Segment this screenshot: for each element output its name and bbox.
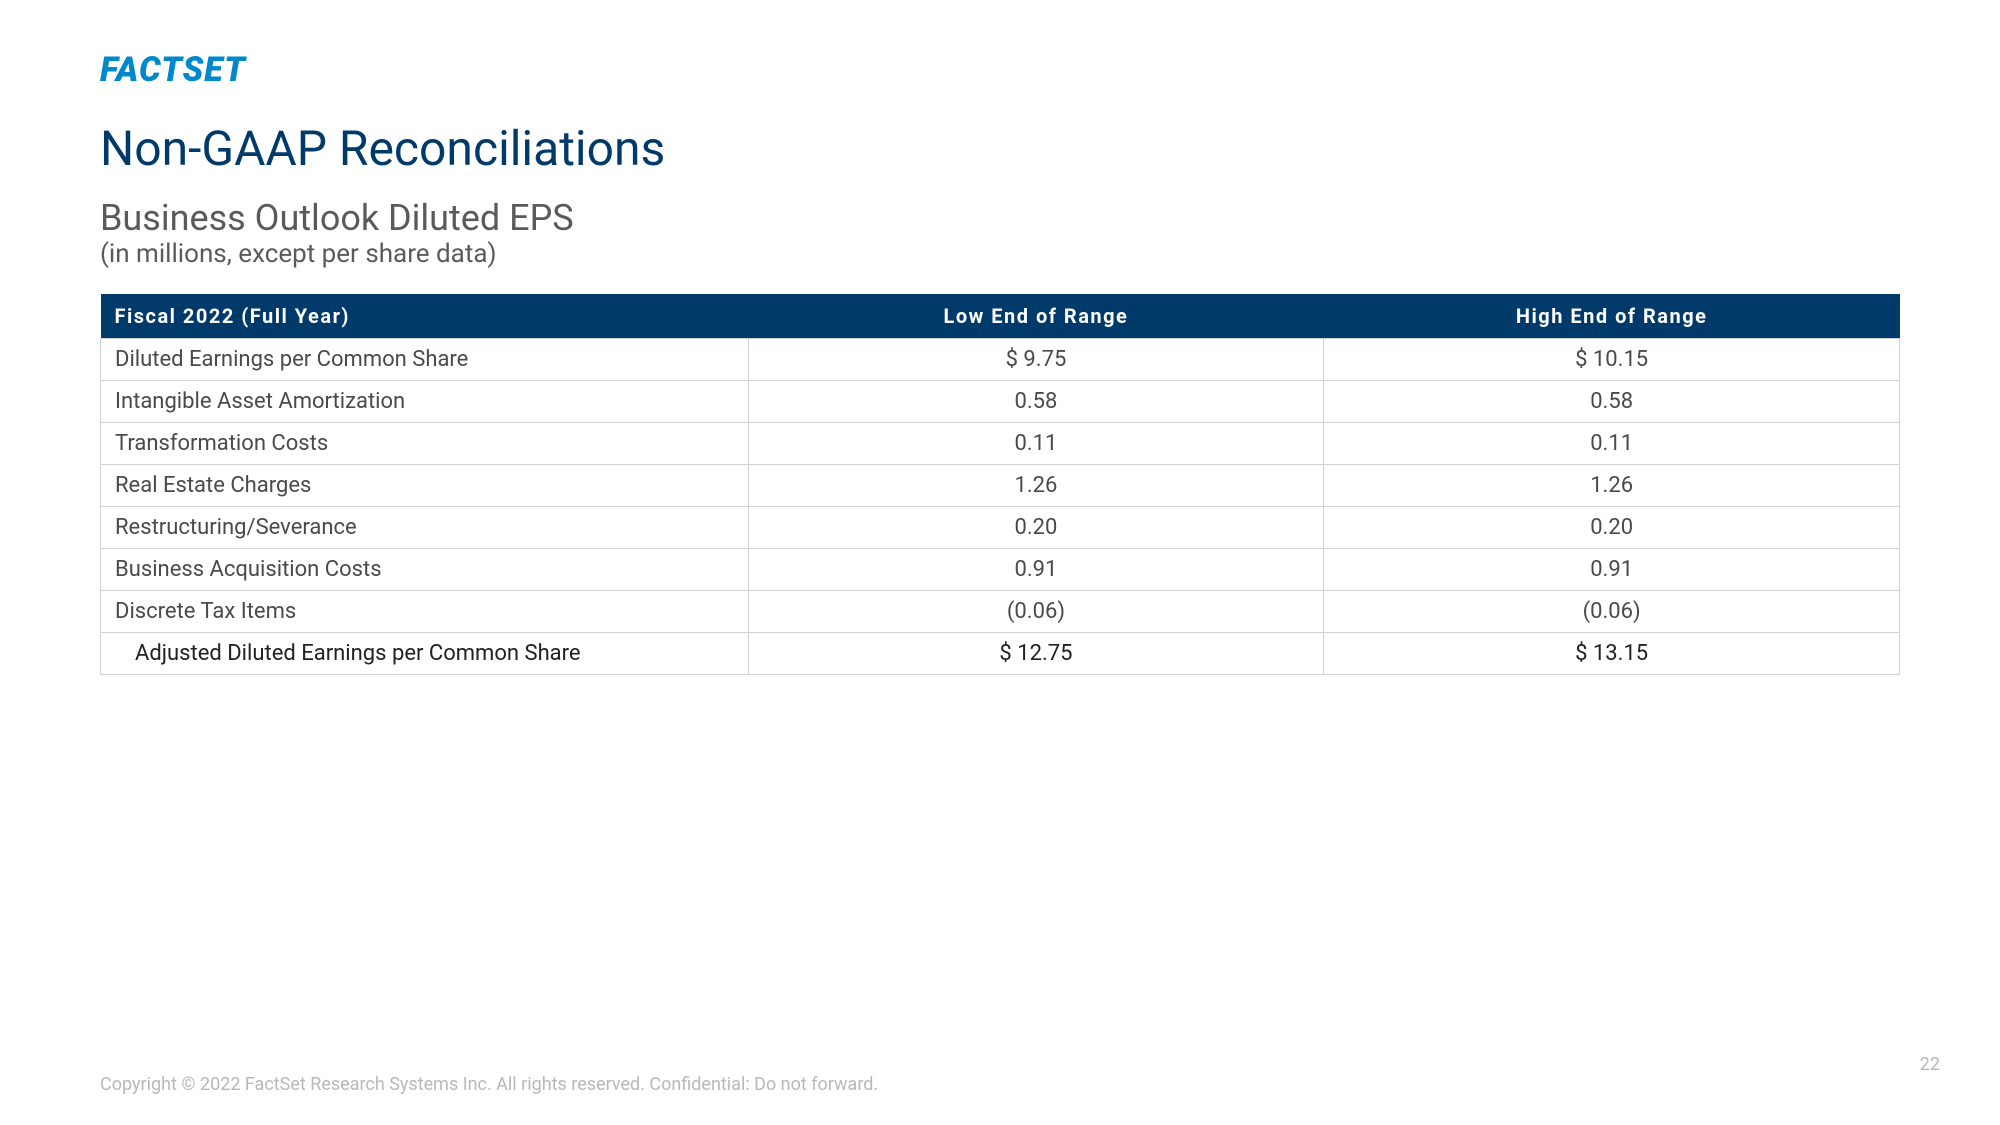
table-row: Business Acquisition Costs 0.91 0.91: [101, 549, 1900, 591]
row-label: Real Estate Charges: [101, 465, 749, 507]
row-low: 0.11: [748, 423, 1324, 465]
summary-label: Adjusted Diluted Earnings per Common Sha…: [101, 633, 749, 675]
row-label: Restructuring/Severance: [101, 507, 749, 549]
page-number: 22: [1920, 1054, 1940, 1075]
row-label: Diluted Earnings per Common Share: [101, 339, 749, 381]
row-label: Transformation Costs: [101, 423, 749, 465]
summary-low: $ 12.75: [748, 633, 1324, 675]
table-row: Transformation Costs 0.11 0.11: [101, 423, 1900, 465]
row-label: Discrete Tax Items: [101, 591, 749, 633]
row-high: (0.06): [1324, 591, 1900, 633]
row-high: 0.91: [1324, 549, 1900, 591]
row-high: $ 10.15: [1324, 339, 1900, 381]
summary-high: $ 13.15: [1324, 633, 1900, 675]
slide-page: FACTSET Non-GAAP Reconciliations Busines…: [0, 0, 2000, 1125]
row-low: 0.58: [748, 381, 1324, 423]
header-col-high: High End of Range: [1324, 294, 1900, 339]
brand-logo: FACTSET: [100, 50, 1900, 90]
row-high: 0.20: [1324, 507, 1900, 549]
table-summary-row: Adjusted Diluted Earnings per Common Sha…: [101, 633, 1900, 675]
header-col-low: Low End of Range: [748, 294, 1324, 339]
table-row: Discrete Tax Items (0.06) (0.06): [101, 591, 1900, 633]
row-low: 0.20: [748, 507, 1324, 549]
row-low: (0.06): [748, 591, 1324, 633]
header-col-fiscal: Fiscal 2022 (Full Year): [101, 294, 749, 339]
table-row: Real Estate Charges 1.26 1.26: [101, 465, 1900, 507]
row-low: 0.91: [748, 549, 1324, 591]
table-header-row: Fiscal 2022 (Full Year) Low End of Range…: [101, 294, 1900, 339]
row-high: 0.58: [1324, 381, 1900, 423]
table-row: Intangible Asset Amortization 0.58 0.58: [101, 381, 1900, 423]
row-label: Business Acquisition Costs: [101, 549, 749, 591]
row-high: 0.11: [1324, 423, 1900, 465]
table-row: Diluted Earnings per Common Share $ 9.75…: [101, 339, 1900, 381]
row-label: Intangible Asset Amortization: [101, 381, 749, 423]
row-low: 1.26: [748, 465, 1324, 507]
row-low: $ 9.75: [748, 339, 1324, 381]
row-high: 1.26: [1324, 465, 1900, 507]
footer-copyright: Copyright © 2022 FactSet Research System…: [100, 1074, 878, 1095]
page-subnote: (in millions, except per share data): [100, 239, 1900, 269]
page-subtitle: Business Outlook Diluted EPS: [100, 197, 1900, 239]
page-title: Non-GAAP Reconciliations: [100, 120, 1900, 177]
table-row: Restructuring/Severance 0.20 0.20: [101, 507, 1900, 549]
reconciliation-table: Fiscal 2022 (Full Year) Low End of Range…: [100, 294, 1900, 675]
